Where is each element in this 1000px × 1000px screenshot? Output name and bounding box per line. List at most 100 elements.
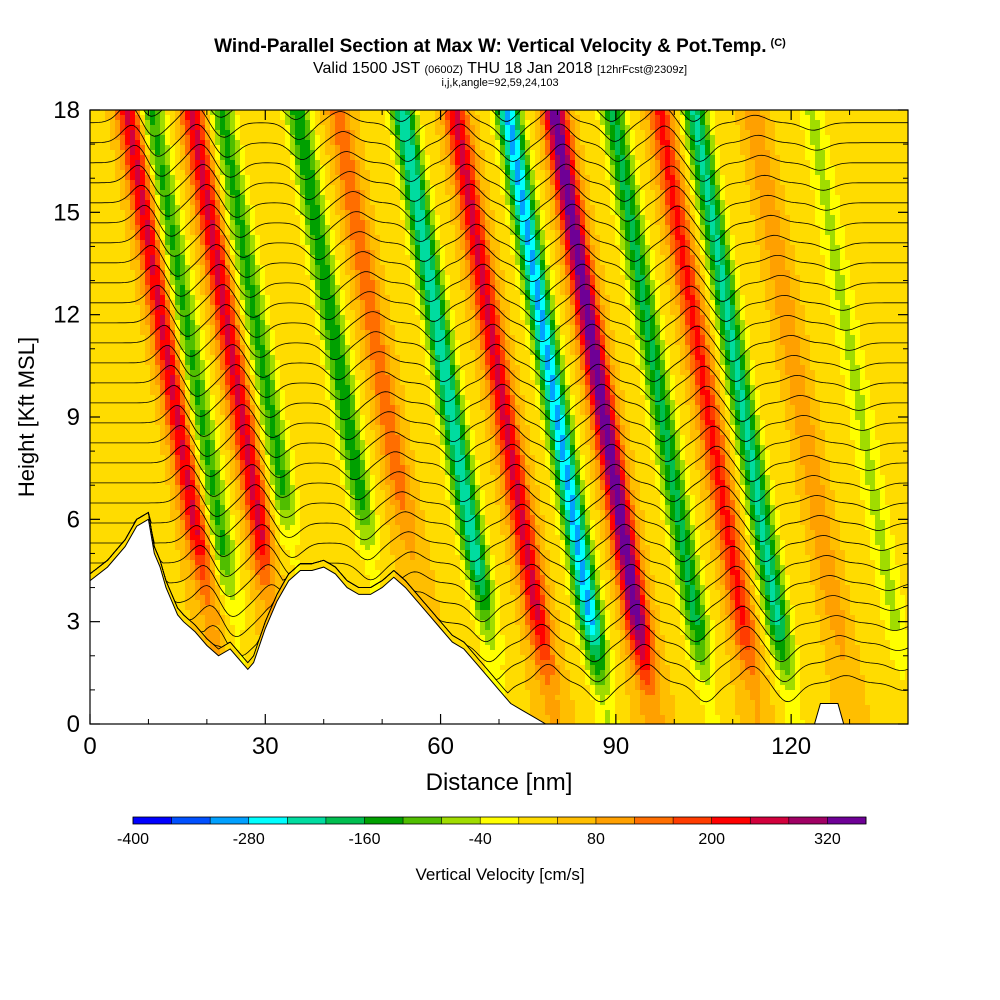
velocity-cell bbox=[220, 275, 226, 281]
velocity-cell bbox=[175, 285, 181, 291]
velocity-cell bbox=[105, 350, 111, 356]
velocity-cell bbox=[165, 505, 171, 511]
velocity-cell bbox=[115, 170, 121, 176]
velocity-cell bbox=[150, 145, 156, 151]
velocity-cell bbox=[210, 580, 216, 586]
velocity-cell bbox=[125, 365, 131, 371]
velocity-cell bbox=[175, 575, 181, 581]
velocity-cell bbox=[150, 230, 156, 236]
velocity-cell bbox=[215, 155, 221, 161]
velocity-cell bbox=[160, 440, 166, 446]
velocity-cell bbox=[220, 610, 226, 616]
velocity-cell bbox=[95, 130, 101, 136]
velocity-cell bbox=[120, 455, 126, 461]
velocity-cell bbox=[170, 110, 176, 116]
velocity-cell bbox=[190, 470, 196, 476]
velocity-cell bbox=[195, 130, 201, 136]
velocity-cell bbox=[215, 545, 221, 551]
velocity-cell bbox=[210, 400, 216, 406]
velocity-cell bbox=[105, 330, 111, 336]
velocity-cell bbox=[155, 145, 161, 151]
velocity-cell bbox=[100, 195, 106, 201]
velocity-cell bbox=[165, 220, 171, 226]
velocity-cell bbox=[150, 370, 156, 376]
velocity-cell bbox=[150, 235, 156, 241]
velocity-cell bbox=[170, 140, 176, 146]
velocity-cell bbox=[220, 420, 226, 426]
velocity-cell bbox=[215, 140, 221, 146]
velocity-cell bbox=[225, 400, 231, 406]
velocity-cell bbox=[160, 165, 166, 171]
velocity-cell bbox=[105, 515, 111, 521]
velocity-cell bbox=[115, 450, 121, 456]
velocity-cell bbox=[110, 385, 116, 391]
velocity-cell bbox=[120, 265, 126, 271]
velocity-cell bbox=[125, 510, 131, 516]
velocity-cell bbox=[135, 505, 141, 511]
velocity-cell bbox=[180, 320, 186, 326]
velocity-cell bbox=[125, 140, 131, 146]
velocity-cell bbox=[120, 370, 126, 376]
velocity-cell bbox=[120, 230, 126, 236]
velocity-cell bbox=[140, 330, 146, 336]
velocity-cell bbox=[130, 290, 136, 296]
velocity-cell bbox=[195, 175, 201, 181]
velocity-cell bbox=[170, 455, 176, 461]
velocity-cell bbox=[125, 160, 131, 166]
velocity-cell bbox=[95, 365, 101, 371]
velocity-cell bbox=[110, 255, 116, 261]
velocity-cell bbox=[150, 505, 156, 511]
velocity-cell bbox=[115, 455, 121, 461]
velocity-cell bbox=[210, 615, 216, 621]
velocity-cell bbox=[180, 480, 186, 486]
velocity-cell bbox=[155, 295, 161, 301]
velocity-cell bbox=[170, 340, 176, 346]
velocity-cell bbox=[150, 380, 156, 386]
velocity-cell bbox=[110, 515, 116, 521]
velocity-cell bbox=[205, 260, 211, 266]
velocity-cell bbox=[185, 230, 191, 236]
velocity-cell bbox=[180, 495, 186, 501]
velocity-cell bbox=[175, 180, 181, 186]
velocity-cell bbox=[205, 590, 211, 596]
velocity-cell bbox=[105, 205, 111, 211]
velocity-cell bbox=[90, 350, 96, 356]
velocity-cell bbox=[185, 180, 191, 186]
velocity-cell bbox=[130, 390, 136, 396]
velocity-cell bbox=[190, 585, 196, 591]
velocity-cell bbox=[200, 620, 206, 626]
velocity-cell bbox=[190, 230, 196, 236]
velocity-cell bbox=[210, 550, 216, 556]
velocity-cell bbox=[120, 205, 126, 211]
velocity-cell bbox=[110, 335, 116, 341]
velocity-cell bbox=[95, 475, 101, 481]
velocity-cell bbox=[160, 380, 166, 386]
velocity-cell bbox=[110, 310, 116, 316]
velocity-cell bbox=[170, 360, 176, 366]
velocity-cell bbox=[220, 410, 226, 416]
velocity-cell bbox=[120, 295, 126, 301]
velocity-cell bbox=[190, 155, 196, 161]
velocity-cell bbox=[140, 245, 146, 251]
velocity-cell bbox=[90, 305, 96, 311]
velocity-cell bbox=[230, 335, 236, 341]
velocity-cell bbox=[105, 295, 111, 301]
velocity-cell bbox=[200, 555, 206, 561]
velocity-cell bbox=[225, 185, 231, 191]
velocity-cell bbox=[225, 470, 231, 476]
velocity-cell bbox=[145, 290, 151, 296]
velocity-cell bbox=[190, 130, 196, 136]
velocity-cell bbox=[130, 220, 136, 226]
velocity-cell bbox=[215, 215, 221, 221]
velocity-cell bbox=[115, 230, 121, 236]
velocity-cell bbox=[150, 490, 156, 496]
velocity-cell bbox=[170, 245, 176, 251]
velocity-cell bbox=[160, 170, 166, 176]
velocity-cell bbox=[225, 540, 231, 546]
velocity-cell bbox=[120, 255, 126, 261]
velocity-cell bbox=[205, 460, 211, 466]
velocity-cell bbox=[125, 330, 131, 336]
velocity-cell bbox=[200, 245, 206, 251]
velocity-cell bbox=[180, 225, 186, 231]
velocity-cell bbox=[215, 310, 221, 316]
